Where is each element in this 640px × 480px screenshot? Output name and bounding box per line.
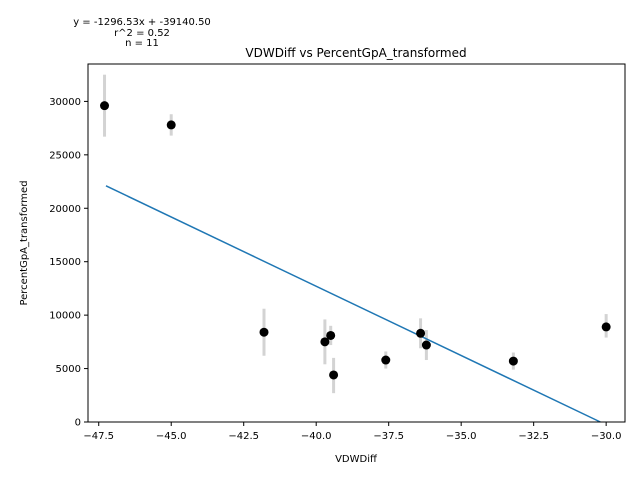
chart-title: VDWDiff vs PercentGpA_transformed: [245, 46, 466, 60]
x-tick-label-4: −37.5: [373, 431, 404, 442]
data-point-2: [260, 328, 269, 337]
y-tick-label-5: 25000: [49, 150, 81, 161]
y-axis-label: PercentGpA_transformed: [19, 180, 30, 305]
x-tick-label-1: −45.0: [156, 431, 187, 442]
data-point-7: [416, 329, 425, 338]
data-point-5: [329, 370, 338, 379]
x-tick-label-0: −47.5: [83, 431, 114, 442]
data-point-4: [326, 331, 335, 340]
data-point-1: [167, 120, 176, 129]
data-point-0: [100, 101, 109, 110]
y-tick-label-3: 15000: [49, 257, 81, 268]
x-tick-label-5: −35.0: [446, 431, 477, 442]
x-tick-label-2: −42.5: [228, 431, 259, 442]
data-point-8: [422, 341, 431, 350]
x-tick-label-7: −30.0: [591, 431, 622, 442]
annotation-equation: y = -1296.53x + -39140.50: [73, 17, 211, 28]
x-tick-label-6: −32.5: [518, 431, 549, 442]
data-point-10: [602, 322, 611, 331]
y-tick-label-4: 20000: [49, 204, 81, 215]
y-tick-label-6: 30000: [49, 97, 81, 108]
y-tick-label-0: 0: [75, 418, 81, 429]
x-tick-label-3: −40.0: [301, 431, 332, 442]
x-axis-label: VDWDiff: [335, 454, 378, 465]
data-point-6: [381, 356, 390, 365]
data-point-9: [509, 357, 518, 366]
y-tick-label-2: 10000: [49, 311, 81, 322]
y-tick-label-1: 5000: [56, 364, 81, 375]
annotation-n: n = 11: [125, 38, 159, 49]
